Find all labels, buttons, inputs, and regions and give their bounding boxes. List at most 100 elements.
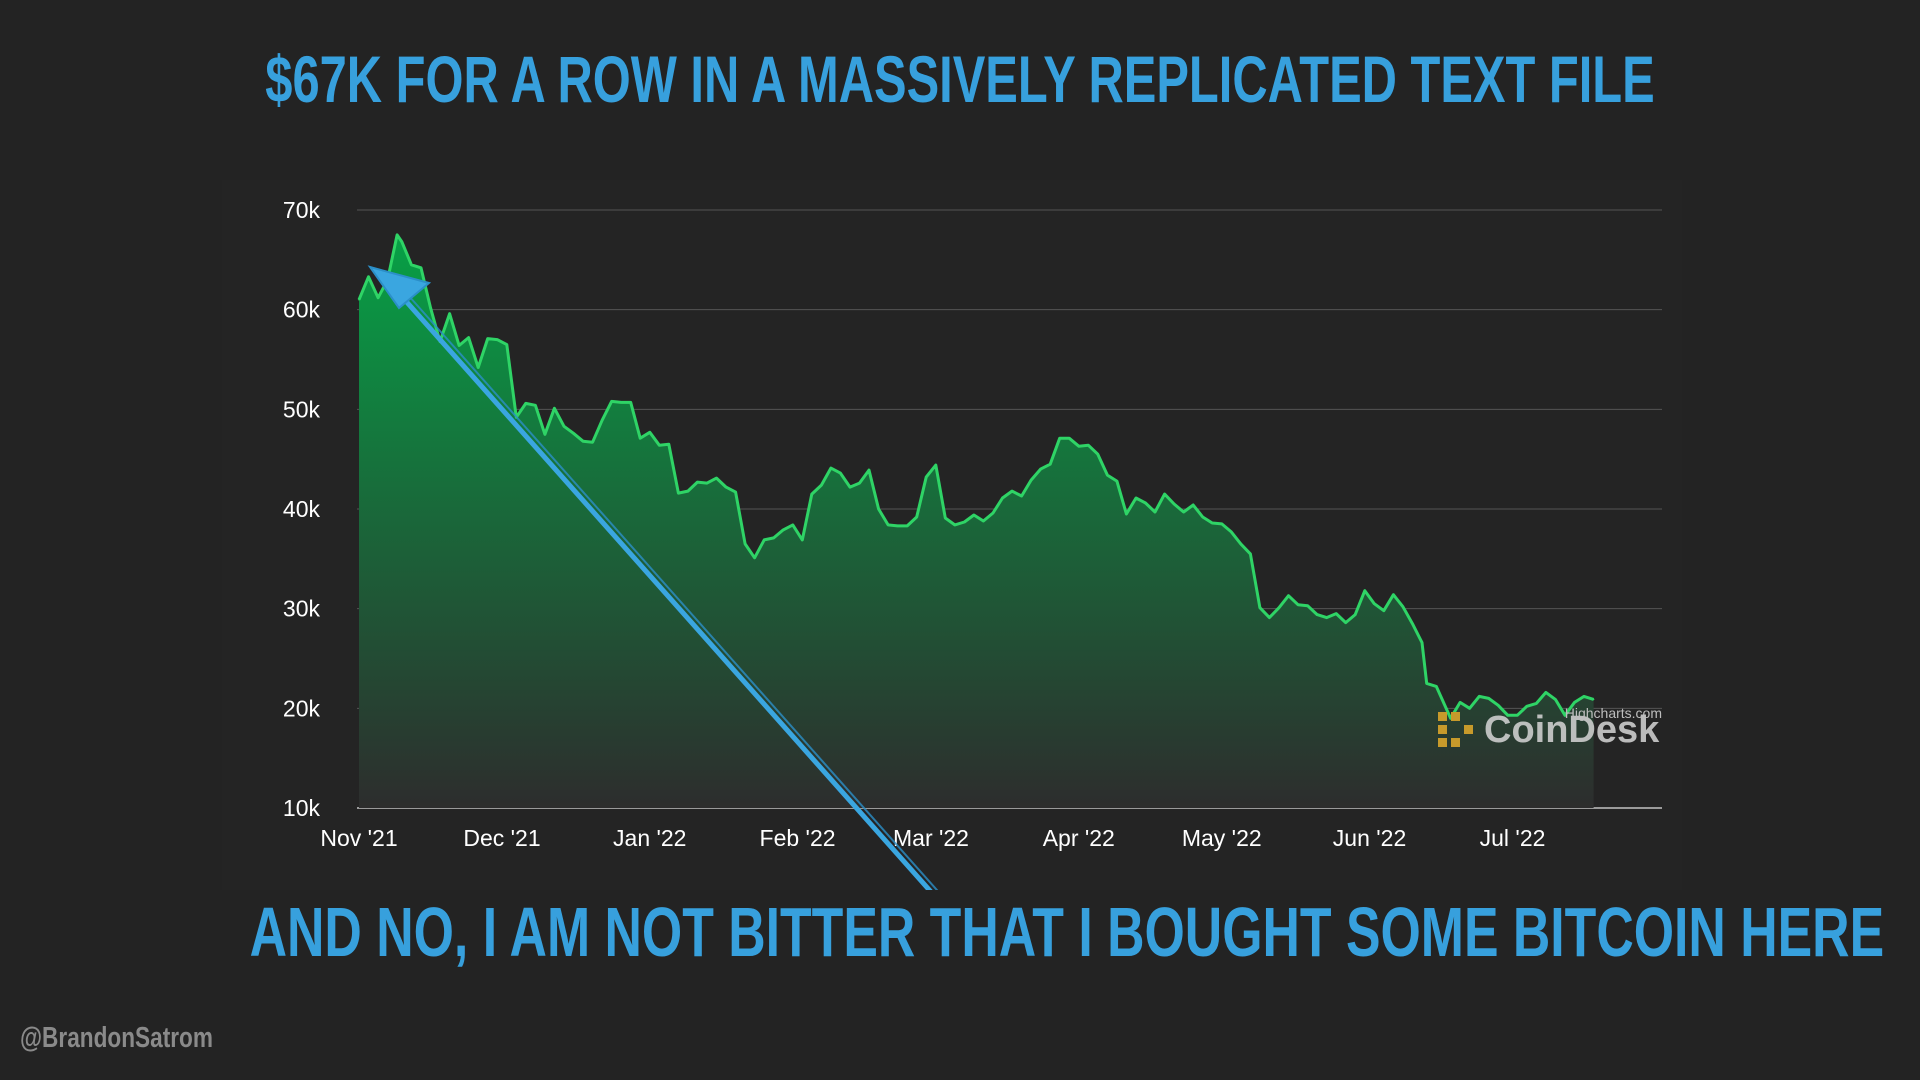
data-point [1545,691,1547,694]
data-point [925,476,927,478]
data-point [1487,697,1490,700]
data-point [763,539,765,541]
data-point [1449,717,1452,720]
data-point [1535,702,1538,705]
data-point [973,514,975,516]
data-point [401,241,403,243]
x-tick-label: Dec '21 [463,825,540,851]
data-point [734,491,737,493]
x-axis-labels: Nov '21 Dec '21 Jan '22 Feb '22 Mar '22 Apr '… [320,825,1545,851]
data-point [610,400,613,403]
data-point [1030,479,1032,481]
data-point [982,520,985,522]
data-point [377,296,379,299]
data-point [1049,463,1051,466]
data-point [1325,616,1328,619]
data-point [1221,523,1223,525]
data-point [1097,453,1099,456]
data-point [563,425,565,428]
data-point [896,525,899,527]
data-point [1106,474,1109,476]
x-tick-label: Mar '22 [893,825,969,851]
data-point [868,469,870,471]
data-point [553,407,556,410]
data-point [877,508,880,510]
price-chart-svg: 10k 20k 30k 40k 50k 60k 70k Nov '21 Dec '21 Jan … [283,197,1662,890]
data-point [696,481,699,483]
x-tick-label: Apr '22 [1043,825,1115,851]
data-point [1425,682,1428,685]
data-point [1411,622,1414,625]
data-point [1135,497,1137,499]
data-point [1230,531,1233,533]
data-point [1201,516,1204,518]
data-point [915,516,918,518]
data-point [1306,604,1309,607]
data-point [1592,698,1595,701]
y-tick-label: 10k [283,795,321,821]
data-point [458,344,460,347]
data-point [820,484,823,486]
data-point [1344,621,1347,624]
data-point [1392,593,1395,596]
slide-title: $67K FOR A ROW IN A MASSIVELY REPLICATED… [265,42,1655,116]
data-point [1259,606,1261,609]
data-point [668,443,670,446]
data-point [801,539,804,541]
x-tick-label: Jan '22 [613,825,686,851]
data-point [367,276,370,278]
data-point [1478,695,1480,698]
data-point [658,444,661,447]
data-point [1507,714,1509,717]
data-point [677,492,680,494]
x-tick-label: Jul '22 [1480,825,1546,851]
data-point [1058,437,1061,440]
y-tick-label: 70k [283,197,321,223]
price-area [359,234,1594,808]
data-point [1335,612,1337,615]
data-point [420,267,422,269]
data-point [1573,701,1576,704]
price-chart: 10k 20k 30k 40k 50k 60k 70k Nov '21 Dec '21 Jan … [222,180,1682,890]
data-point [1011,490,1013,492]
data-point [1468,707,1471,710]
data-point [792,524,794,526]
data-point [396,234,398,236]
data-point [448,312,451,315]
data-point [1316,613,1318,616]
data-point [620,401,622,404]
data-point [582,440,584,443]
data-point [753,557,756,559]
chart-credit: Highcharts.com [1565,705,1662,721]
data-point [1435,685,1438,688]
data-point [1249,553,1252,555]
data-point [1001,497,1004,499]
data-point [906,525,908,527]
y-tick-label: 30k [283,596,321,622]
data-point [1154,511,1156,513]
data-point [1240,543,1242,545]
data-point [639,437,641,440]
data-point [1297,603,1299,606]
data-point [1068,437,1070,440]
coindesk-watermark: CoinDesk [1438,709,1660,751]
data-point [1373,602,1376,605]
data-point [429,306,432,309]
data-point [410,264,413,266]
data-point [506,343,508,346]
data-point [1554,698,1557,701]
data-point [534,404,537,407]
x-tick-label: Jun '22 [1333,825,1406,851]
x-tick-label: Nov '21 [320,825,397,851]
data-point [935,464,937,466]
slide-caption: AND NO, I AM NOT BITTER THAT I BOUGHT SO… [249,893,1885,971]
y-tick-label: 50k [283,396,321,422]
data-point [744,543,746,545]
data-point [1125,513,1128,515]
data-point [572,432,575,435]
data-point [772,537,775,539]
data-point [1497,704,1499,707]
data-point [629,401,632,404]
data-point [782,529,784,531]
data-point [887,524,889,526]
